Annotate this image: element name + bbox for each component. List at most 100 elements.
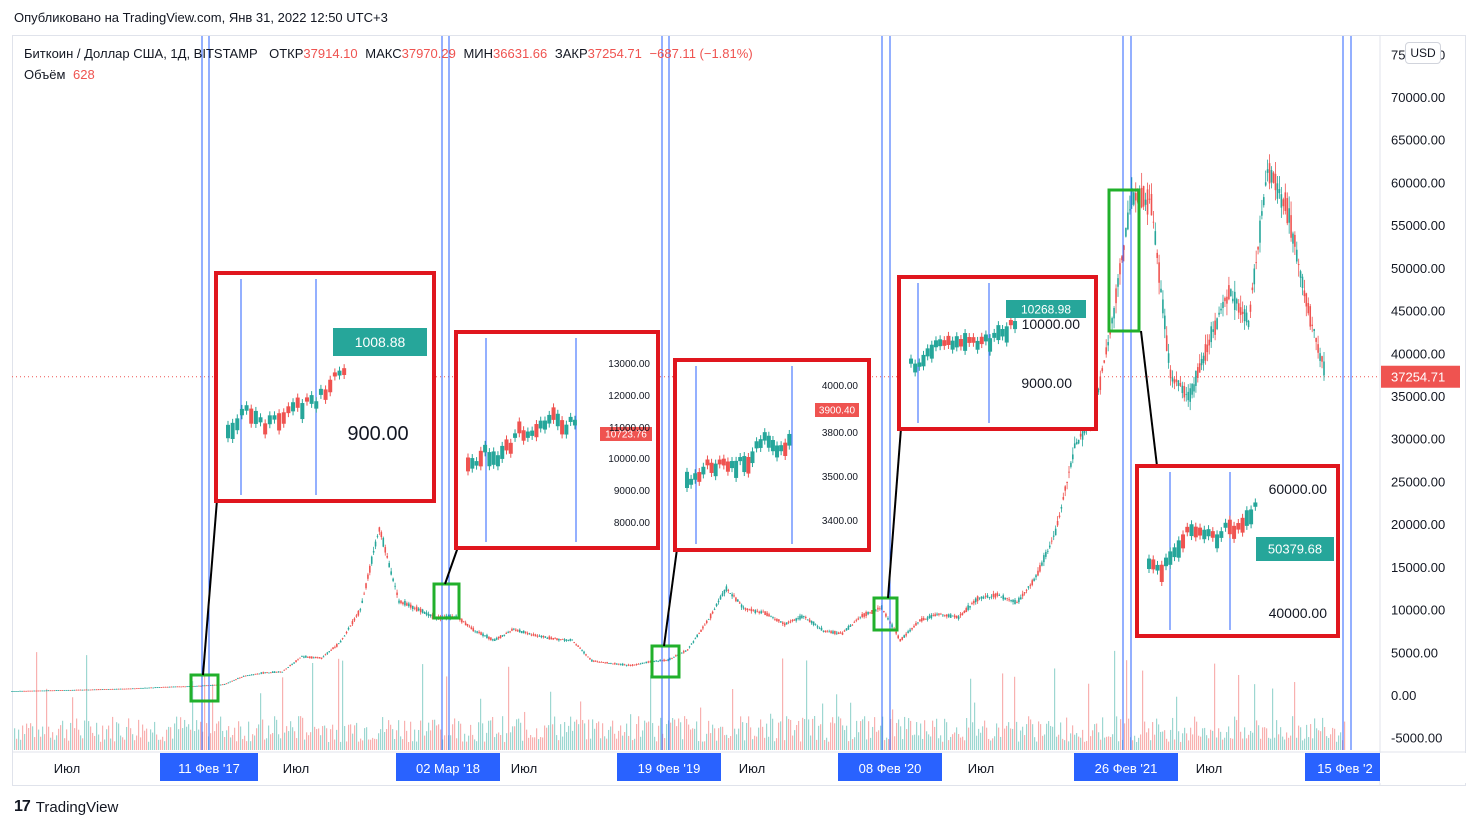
candle-body <box>635 664 638 665</box>
volume-bar <box>560 724 562 750</box>
volume-bar <box>996 723 998 750</box>
candle-body <box>71 689 74 691</box>
candle-body <box>953 615 956 618</box>
volume-bar <box>754 735 756 750</box>
candle-body <box>903 635 905 638</box>
volume-bar <box>686 718 688 750</box>
volume-bar <box>948 740 950 750</box>
candle-body <box>1175 379 1178 382</box>
candle-body <box>396 592 398 596</box>
candle-body <box>421 609 424 613</box>
candle-body <box>834 630 836 634</box>
volume-bar <box>1016 721 1018 750</box>
date-marker-badge <box>1074 753 1178 781</box>
inset-candle-body <box>244 405 249 411</box>
volume-bar <box>62 720 64 750</box>
candle-body <box>592 660 595 662</box>
volume-bar <box>16 738 18 750</box>
volume-bar <box>1232 738 1234 750</box>
volume-bar <box>1050 725 1052 750</box>
volume-bar <box>298 716 300 750</box>
volume-bar <box>842 725 844 750</box>
axis-corner <box>1380 753 1466 783</box>
candle-body <box>1317 344 1319 353</box>
volume-bar <box>498 732 500 750</box>
candle-body <box>109 688 112 690</box>
candle-body <box>1259 220 1261 243</box>
candle-body <box>1041 562 1043 566</box>
volume-bar <box>1068 741 1070 750</box>
candle-body <box>845 628 848 631</box>
tradingview-logo[interactable]: 17 TradingView <box>14 798 118 816</box>
volume-bar <box>110 738 112 750</box>
symbol-legend[interactable]: Биткоин / Доллар США, 1Д, BITSTAMP ОТКР3… <box>24 46 753 61</box>
candle-body <box>1261 211 1263 216</box>
candle-body <box>256 673 259 675</box>
candle-body <box>293 662 295 664</box>
volume-bar <box>384 731 386 750</box>
volume-bar <box>446 676 448 750</box>
candle-body <box>965 608 968 613</box>
volume-bar <box>850 702 852 750</box>
volume-bar <box>144 730 146 750</box>
volume-bar <box>792 735 794 750</box>
candle-body <box>913 625 915 628</box>
volume-bar <box>574 721 576 750</box>
currency-button[interactable]: USD <box>1405 42 1441 64</box>
inset-candle-body <box>942 340 947 346</box>
candle-body <box>713 608 716 610</box>
candle-body <box>244 675 247 677</box>
date-marker-label: 02 Мар '18 <box>416 761 480 776</box>
volume-bar <box>218 721 220 750</box>
candle-body <box>917 622 919 624</box>
candle-body <box>684 650 687 652</box>
candle-body <box>581 649 583 651</box>
candle-body <box>370 556 373 564</box>
candle-body <box>558 638 560 641</box>
candle-body <box>476 631 478 633</box>
volume-bar <box>478 722 480 750</box>
candle-body <box>688 646 691 648</box>
volume-bar <box>552 724 554 750</box>
volume-bar <box>458 721 460 750</box>
candle-body <box>919 619 921 622</box>
volume-bar <box>472 734 474 750</box>
inset-candle-body <box>693 473 698 480</box>
volume-bar <box>344 726 346 750</box>
volume-bar <box>960 737 962 750</box>
candle-body <box>178 686 181 688</box>
candle-body <box>897 635 899 639</box>
change-value: −687.11 (−1.81%) <box>649 46 753 61</box>
candle-body <box>828 631 830 633</box>
candle-body <box>832 631 834 634</box>
volume-bar <box>466 741 468 750</box>
candle-body <box>1103 360 1106 363</box>
candle-body <box>994 593 997 598</box>
inset-frame <box>673 358 871 552</box>
candle-body <box>461 619 463 623</box>
volume-legend[interactable]: Объём 628 <box>24 67 95 82</box>
connector-line <box>202 499 218 676</box>
candle-body <box>1004 597 1006 600</box>
candle-body <box>639 663 642 665</box>
volume-bar <box>1116 716 1118 750</box>
candle-body <box>1037 570 1039 576</box>
candle-body <box>270 672 272 674</box>
close-value: 37254.71 <box>587 46 642 61</box>
date-marker-badge <box>838 753 942 781</box>
candle-body <box>132 688 134 690</box>
candle-body <box>41 690 43 692</box>
volume-bar <box>112 716 114 750</box>
candle-body <box>700 629 702 632</box>
volume-bar <box>714 728 716 750</box>
candle-body <box>536 635 539 637</box>
inset-candle-body <box>1215 534 1220 549</box>
volume-bar <box>750 727 752 750</box>
candle-body <box>398 600 400 603</box>
volume-bar <box>608 729 610 750</box>
volume-bar <box>1336 741 1338 750</box>
candle-body <box>721 593 724 597</box>
volume-bar <box>562 736 564 750</box>
inset-candle-body <box>249 408 254 424</box>
